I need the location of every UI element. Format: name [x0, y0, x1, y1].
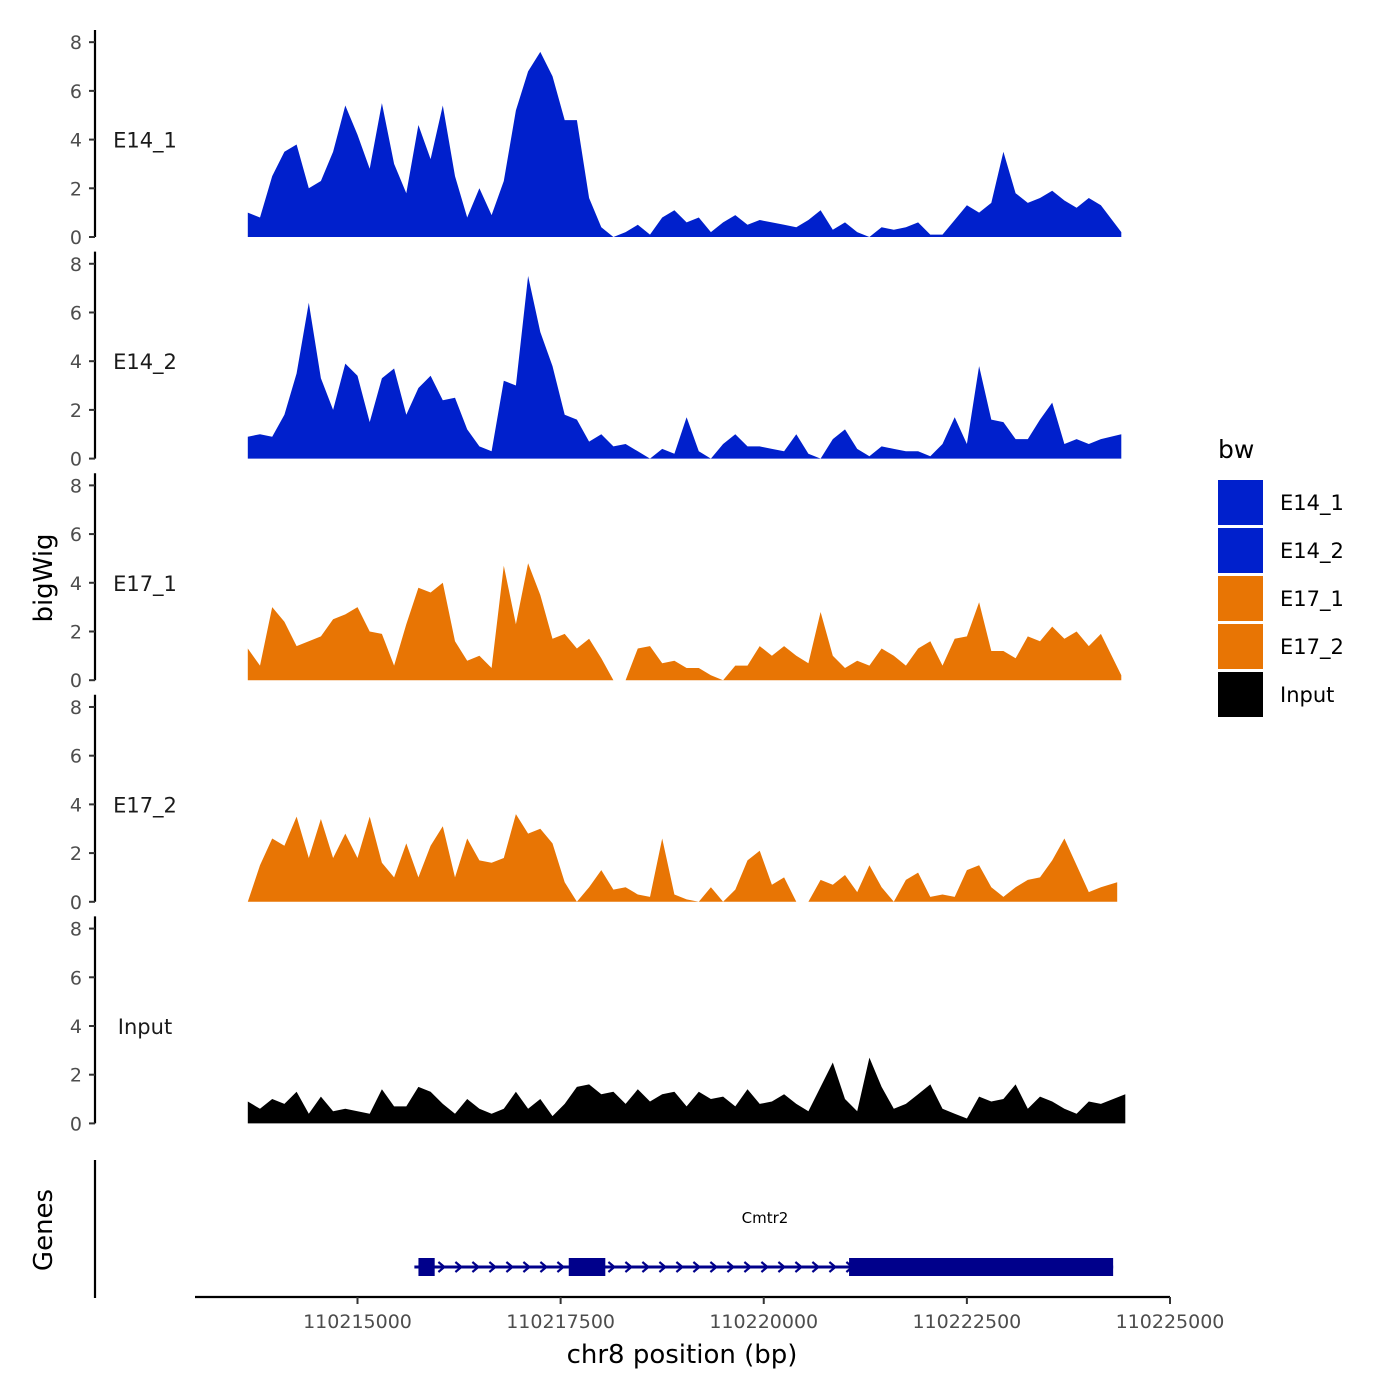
signal-tracks: 0 2 4 6 8 E14_1 0 2 4 6 8 E14_2 0 2 4 6 8 E17_1 0 2 4 6 8 E17_2… — [70, 30, 1126, 1135]
strand-arrow — [437, 1261, 447, 1273]
genes-panel: Cmtr2 — [93, 1160, 1114, 1298]
signal-area-E17_2 — [247, 814, 1118, 902]
y-tick-label: 6 — [70, 746, 82, 768]
strand-arrow — [726, 1261, 736, 1273]
track-label: Input — [118, 1015, 172, 1039]
track-E14_1: 0 2 4 6 8 E14_1 — [70, 30, 1122, 249]
strand-arrow — [811, 1261, 821, 1273]
strand-arrow — [675, 1261, 685, 1273]
y-tick-label: 4 — [70, 794, 82, 816]
x-tick-label: 110225000 — [1116, 1311, 1225, 1333]
track-Input: 0 2 4 6 8 Input — [70, 916, 1126, 1135]
strand-arrow — [777, 1261, 787, 1273]
y-tick-label: 2 — [70, 400, 82, 422]
y-tick-label: 2 — [70, 178, 82, 200]
gene-exon — [849, 1258, 1114, 1276]
y-tick-label: 2 — [70, 843, 82, 865]
legend-label: E14_2 — [1280, 539, 1344, 564]
x-axis-title: chr8 position (bp) — [567, 1340, 798, 1370]
gene-name: Cmtr2 — [742, 1209, 789, 1227]
y-tick-label: 0 — [70, 892, 82, 914]
track-label: E17_1 — [113, 572, 177, 597]
legend-swatch-E17_2 — [1218, 624, 1263, 669]
legend-label: E17_1 — [1280, 587, 1344, 612]
legend-label: E17_2 — [1280, 635, 1344, 660]
strand-arrow — [522, 1261, 532, 1273]
strand-arrow — [488, 1261, 498, 1273]
strand-arrow — [743, 1261, 753, 1273]
strand-arrow — [709, 1261, 719, 1273]
gene-exon — [418, 1258, 435, 1276]
y-tick-label: 4 — [70, 1016, 82, 1038]
strand-arrow — [624, 1261, 634, 1273]
y-tick-label: 8 — [70, 254, 82, 276]
genes-axis-title: Genes — [29, 1189, 59, 1271]
y-tick-label: 2 — [70, 621, 82, 643]
y-tick-label: 2 — [70, 1065, 82, 1087]
track-E14_2: 0 2 4 6 8 E14_2 — [70, 251, 1122, 471]
y-axis-title: bigWig — [29, 533, 59, 622]
track-E17_1: 0 2 4 6 8 E17_1 — [70, 473, 1122, 692]
y-tick-label: 8 — [70, 919, 82, 941]
x-tick-label: 110215000 — [303, 1311, 412, 1333]
strand-arrow — [471, 1261, 481, 1273]
strand-arrow — [607, 1261, 617, 1273]
y-tick-label: 6 — [70, 302, 82, 324]
y-tick-label: 0 — [70, 1113, 82, 1135]
track-label: E14_1 — [113, 129, 177, 154]
legend-swatch-E17_1 — [1218, 576, 1263, 621]
legend: bw E14_1 E14_2 E17_1 E17_2 Input — [1218, 435, 1344, 717]
strand-arrow — [505, 1261, 515, 1273]
y-tick-label: 6 — [70, 81, 82, 103]
legend-swatch-E14_1 — [1218, 480, 1263, 525]
gene-exon — [568, 1258, 606, 1276]
legend-title: bw — [1218, 435, 1254, 464]
signal-area-E14_1 — [247, 51, 1122, 238]
strand-arrow — [641, 1261, 651, 1273]
y-tick-label: 6 — [70, 967, 82, 989]
legend-swatch-Input — [1218, 672, 1263, 717]
strand-arrow — [454, 1261, 464, 1273]
y-tick-label: 0 — [70, 227, 82, 249]
y-tick-label: 4 — [70, 351, 82, 373]
legend-label: Input — [1280, 683, 1334, 707]
strand-arrow — [658, 1261, 668, 1273]
y-tick-label: 6 — [70, 524, 82, 546]
y-tick-label: 8 — [70, 697, 82, 719]
signal-area-E14_2 — [247, 276, 1122, 459]
y-tick-label: 8 — [70, 475, 82, 497]
legend-label: E14_1 — [1280, 491, 1344, 516]
strand-arrow — [556, 1261, 566, 1273]
strand-arrow — [760, 1261, 770, 1273]
y-tick-label: 8 — [70, 32, 82, 54]
track-label: E17_2 — [113, 793, 177, 818]
strand-arrow — [794, 1261, 804, 1273]
signal-area-Input — [247, 1057, 1126, 1124]
y-tick-label: 4 — [70, 573, 82, 595]
strand-arrow — [828, 1261, 838, 1273]
track-E17_2: 0 2 4 6 8 E17_2 — [70, 694, 1118, 914]
y-tick-label: 4 — [70, 130, 82, 152]
signal-area-E17_1 — [247, 563, 1122, 681]
y-tick-label: 0 — [70, 670, 82, 692]
x-axis: 110215000 110217500 110220000 110222500 1102… — [195, 1295, 1225, 1333]
strand-arrow — [692, 1261, 702, 1273]
legend-swatch-E14_2 — [1218, 528, 1263, 573]
x-tick-label: 110217500 — [506, 1311, 615, 1333]
y-tick-label: 0 — [70, 449, 82, 471]
strand-arrow — [539, 1261, 549, 1273]
x-tick-label: 110222500 — [912, 1311, 1021, 1333]
x-tick-label: 110220000 — [709, 1311, 818, 1333]
track-label: E14_2 — [113, 350, 177, 375]
